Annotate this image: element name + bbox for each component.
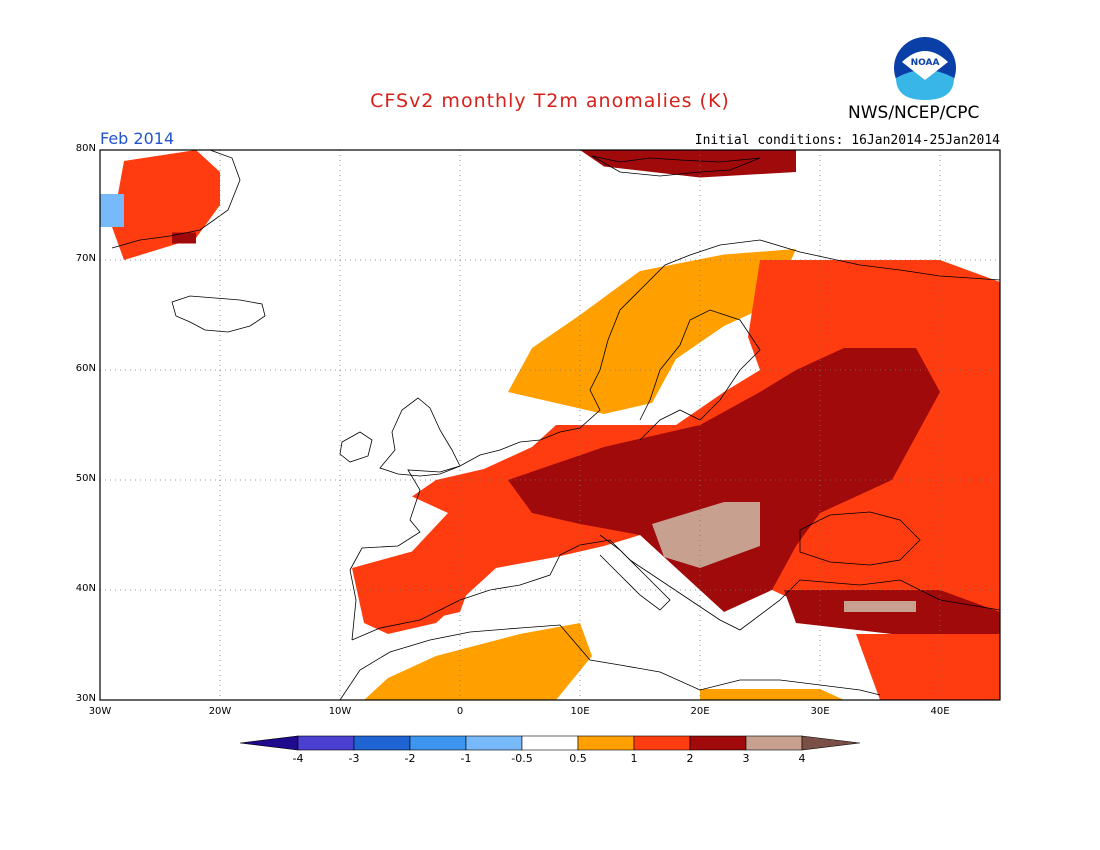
chart-title: CFSv2 monthly T2m anomalies (K): [370, 90, 730, 112]
colorbar-tick-label: 1: [630, 752, 638, 765]
colorbar-segment: [521, 735, 579, 751]
anomaly-region-libya-egypt: [700, 689, 844, 700]
lat-label: 40N: [75, 583, 96, 594]
agency-label: NWS/NCEP/CPC: [848, 103, 980, 123]
colorbar-segment: [409, 735, 467, 751]
gridlines: [100, 150, 1000, 700]
initial-conditions-label: Initial conditions: 16Jan2014-25Jan2014: [694, 133, 1000, 148]
colorbar-tick-label: 4: [798, 752, 806, 765]
colorbar-segment: [745, 735, 803, 751]
coast-iceland: [171, 295, 266, 333]
colorbar-tick-label: -3: [348, 752, 360, 765]
colorbar-arrow-high: [801, 735, 861, 751]
coast-greenland: [111, 150, 241, 249]
coast-britain: [379, 397, 461, 477]
colorbar-tick-label: -1: [460, 752, 472, 765]
colorbar-segment: [297, 735, 355, 751]
anomaly-region-scandinavia: [508, 249, 796, 414]
anomaly-region-iberia: [376, 557, 472, 623]
colorbar-tick-label: -4: [292, 752, 304, 765]
anomaly-region-east-europe-core: [508, 348, 940, 612]
coast-black-sea: [799, 511, 921, 566]
anomaly-region-turkey-hot: [844, 601, 916, 612]
anomaly-region-greenland-cold: [100, 194, 124, 227]
colorbar-segment: [577, 735, 635, 751]
colorbar-tick-label: -0.5: [511, 752, 533, 765]
lon-label: 20E: [690, 706, 710, 717]
lon-label: 10W: [328, 706, 352, 717]
lon-label: 20W: [208, 706, 232, 717]
coast-baltic: [639, 309, 761, 441]
lon-label: 40E: [930, 706, 950, 717]
valid-month-label: Feb 2014: [100, 129, 175, 148]
colorbar: [239, 735, 861, 751]
coastlines: [111, 150, 1000, 700]
lon-label: 10E: [570, 706, 590, 717]
coast-europe: [349, 239, 1000, 641]
anomaly-region-greenland-core: [172, 232, 196, 244]
lat-label: 80N: [75, 143, 96, 154]
colorbar-segment: [633, 735, 691, 751]
colorbar-arrow-low: [239, 735, 299, 751]
coast-svalbard: [591, 155, 761, 177]
coast-africa: [339, 624, 881, 700]
lon-label: 30E: [810, 706, 830, 717]
colorbar-segment: [465, 735, 523, 751]
colorbar-tick-label: -2: [404, 752, 416, 765]
lat-label: 70N: [75, 253, 96, 264]
coast-italy: [599, 534, 671, 611]
colorbar-tick-label: 3: [742, 752, 750, 765]
anomaly-region-north-africa: [364, 623, 592, 700]
anomaly-region-middle-east: [856, 634, 1000, 700]
colorbar-tick-label: 2: [686, 752, 694, 765]
colorbar-segment: [353, 735, 411, 751]
coast-ireland: [339, 431, 373, 463]
colorbar-segment: [689, 735, 747, 751]
map-frame: [99, 149, 1001, 701]
lat-label: 50N: [75, 473, 96, 484]
lat-label: 30N: [75, 693, 96, 704]
lat-label: 60N: [75, 363, 96, 374]
lon-label: 30W: [88, 706, 112, 717]
colorbar-tick-label: 0.5: [569, 752, 587, 765]
anomaly-region-balkans-hot: [652, 502, 760, 568]
lon-label: 0: [456, 706, 464, 717]
anomaly-region-svalbard: [580, 150, 796, 178]
